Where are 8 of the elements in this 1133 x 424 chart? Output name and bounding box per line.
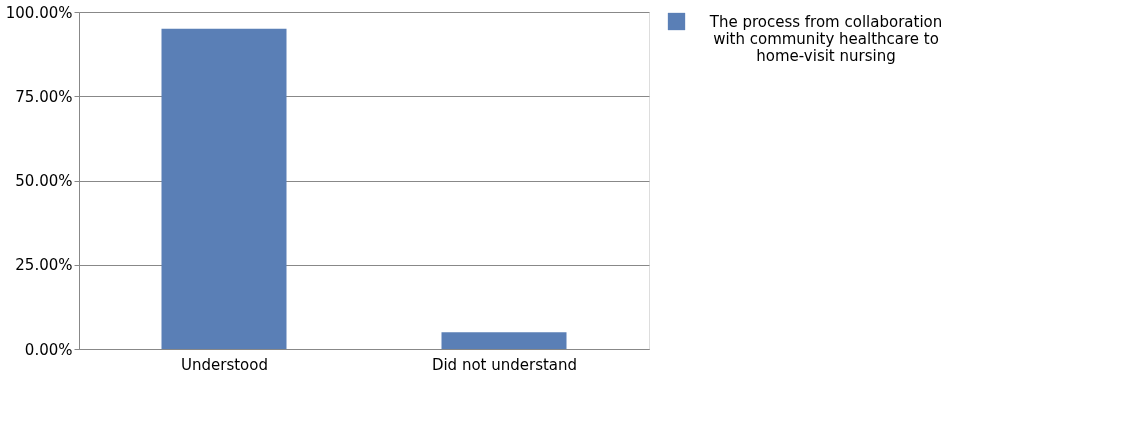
- y-tick-label: 100.00%: [5, 3, 73, 22]
- y-tick-label: 0.00%: [24, 340, 73, 359]
- x-tick-label: Understood: [181, 355, 268, 374]
- y-tick-label: 50.00%: [15, 172, 73, 190]
- x-tick-label: Did not understand: [431, 355, 578, 374]
- y-tick-label: 75.00%: [15, 87, 73, 106]
- legend-label: The process from collaboration with community healthcare to home-visit nursing: [708, 12, 943, 65]
- y-tick-label: 25.00%: [15, 256, 73, 275]
